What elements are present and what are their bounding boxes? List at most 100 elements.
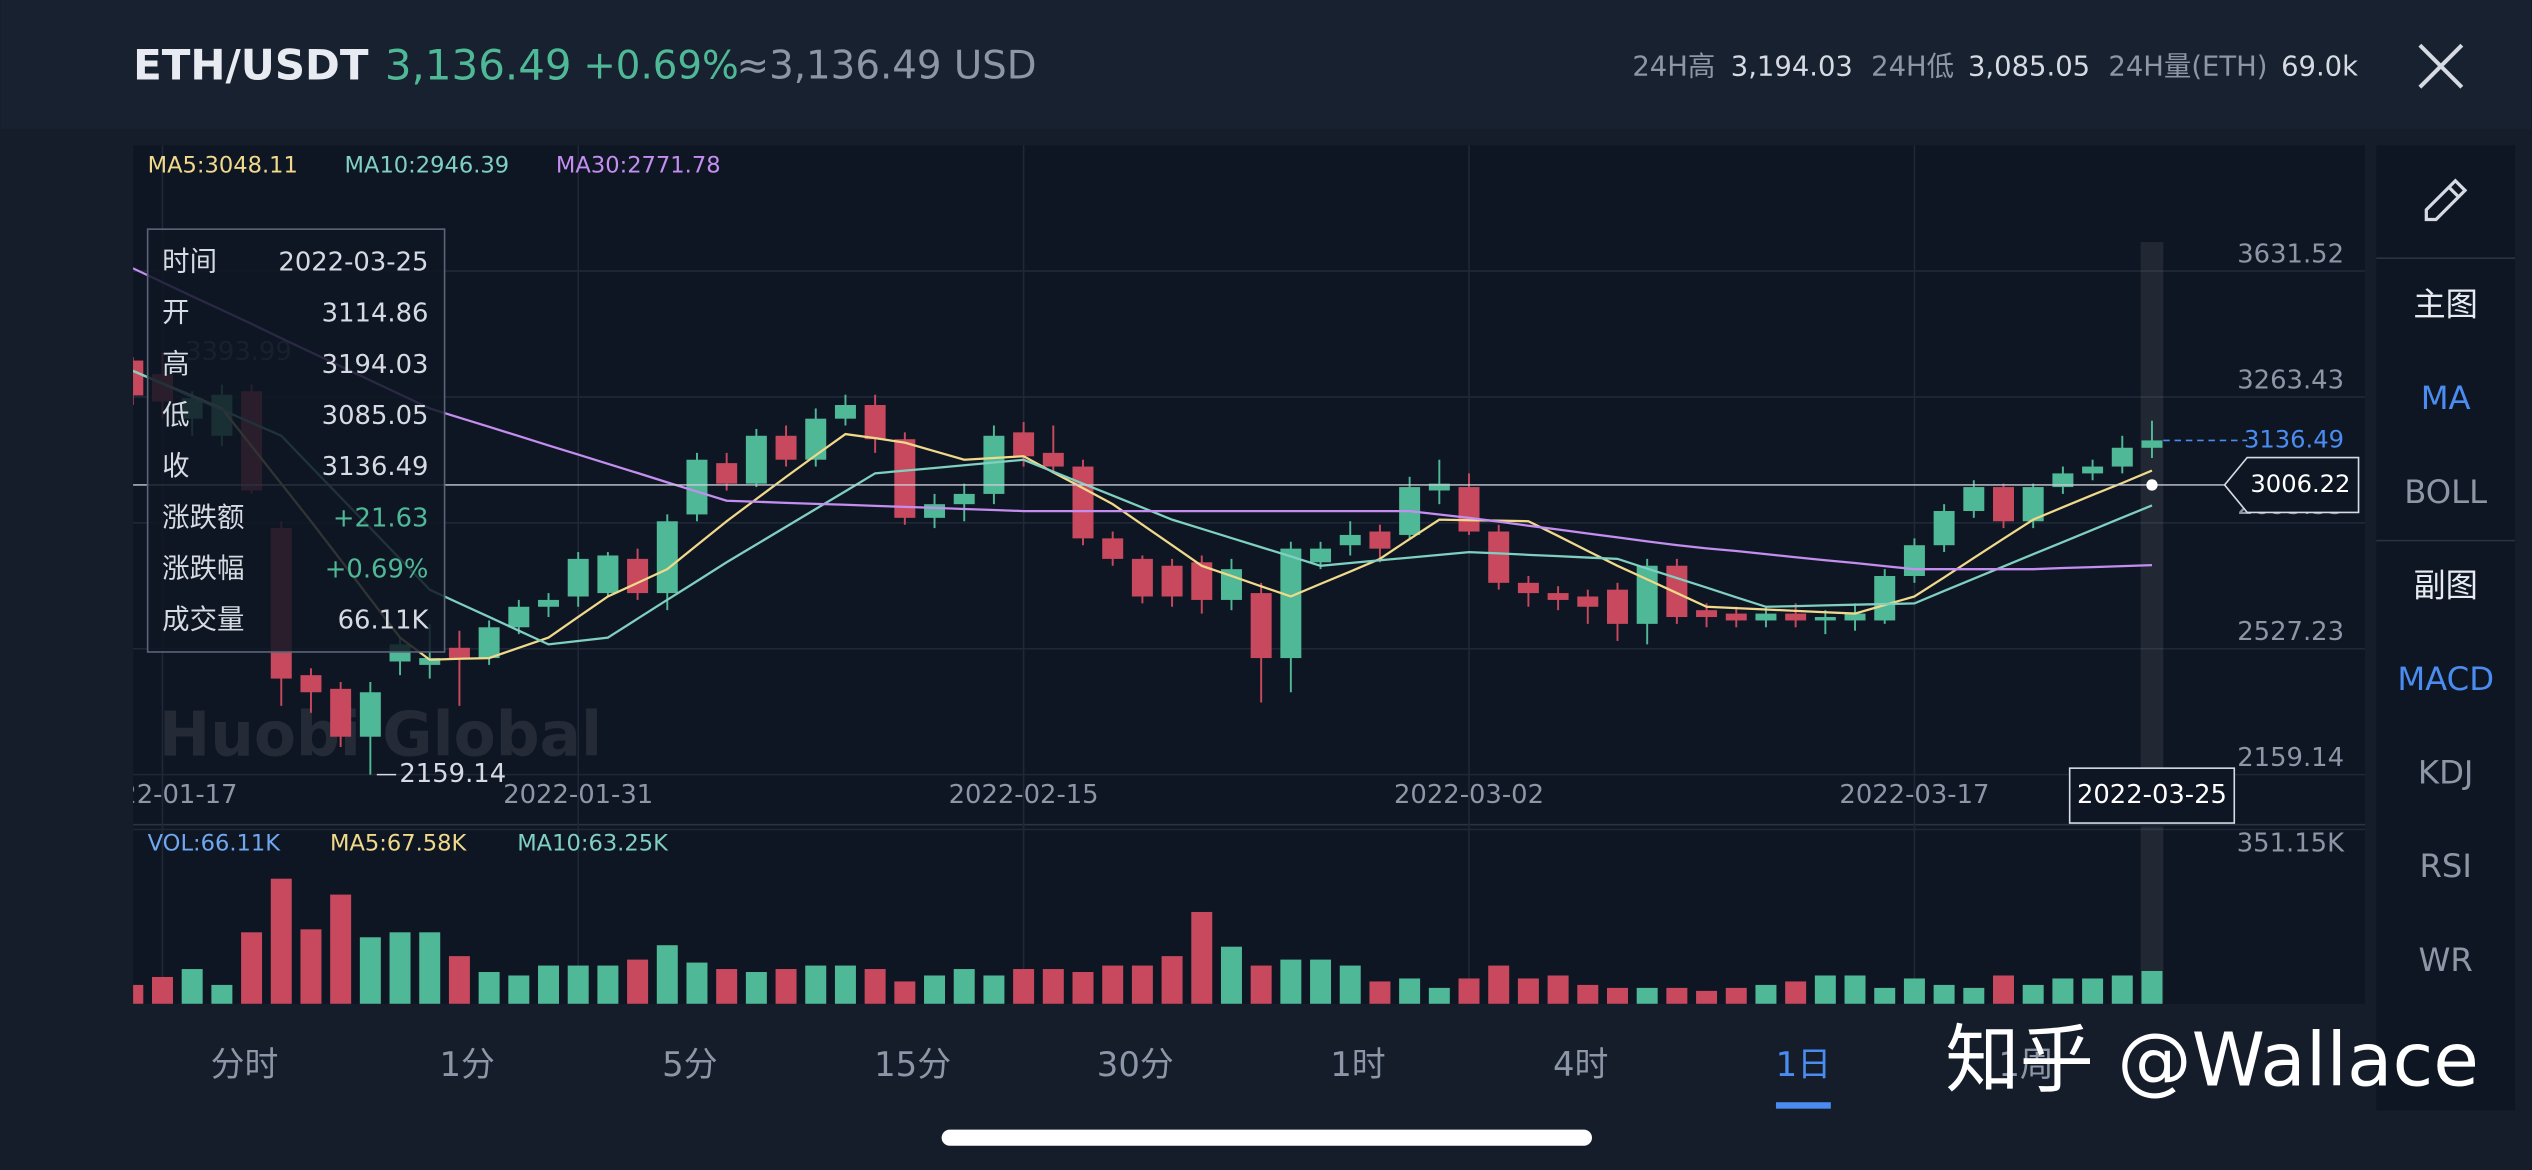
interval-tab[interactable]: 4时	[1553, 1045, 1608, 1084]
sidebar-item[interactable]: BOLL	[2404, 473, 2487, 511]
y-tick-label: 3263.43	[2237, 365, 2344, 395]
interval-tab[interactable]: 1分	[439, 1045, 494, 1084]
sidebar: 主图 MA BOLL 副图 MACD KDJ RSI WR	[2397, 286, 2494, 979]
volume-bar	[1428, 987, 1450, 1004]
draw-tool-icon[interactable]	[2424, 178, 2468, 222]
volume-bar	[1725, 987, 1747, 1004]
sidebar-item[interactable]: MA	[2421, 379, 2471, 417]
chart-panel	[133, 145, 2365, 1004]
interval-tab[interactable]: 1时	[1330, 1045, 1385, 1084]
volume-bar	[627, 959, 649, 1004]
volume-bar	[834, 965, 856, 1004]
candle-body	[567, 558, 589, 597]
volume-bar	[419, 932, 441, 1004]
volume-bar	[1577, 984, 1599, 1004]
tooltip-value: 3194.03	[322, 350, 429, 380]
candle-body	[2141, 440, 2163, 448]
sidebar-item[interactable]: WR	[2419, 941, 2473, 979]
candle-body	[834, 405, 856, 419]
candle-body	[656, 521, 678, 594]
candle-body	[716, 463, 738, 484]
ma-line	[133, 267, 2153, 571]
x-tick-label: 2022-03-17	[1839, 780, 1989, 810]
volume-bar	[1458, 978, 1480, 1004]
sidebar-item[interactable]: RSI	[2419, 847, 2471, 885]
last-price: 3,136.49	[385, 40, 572, 89]
candle-body	[1517, 582, 1539, 594]
volume-bar	[1696, 990, 1718, 1004]
sidebar-title[interactable]: 副图	[2413, 566, 2478, 604]
volume-bar	[1933, 984, 1955, 1004]
y-tick-label: 2527.23	[2237, 617, 2344, 647]
candle-body	[1933, 511, 1955, 546]
volume-legend: MA10:63.25K	[517, 831, 669, 857]
volume-bar	[1102, 965, 1124, 1004]
candle-body	[448, 647, 470, 659]
volume-bar	[924, 975, 946, 1004]
candle-body	[1339, 534, 1361, 546]
ma-line	[133, 369, 2153, 646]
tooltip-value: +0.69%	[325, 554, 429, 584]
interval-tab[interactable]: 15分	[874, 1045, 951, 1084]
y-tick-label: 3631.52	[2237, 239, 2344, 269]
tooltip-label: 收	[162, 451, 189, 482]
volume-bar	[1399, 978, 1421, 1004]
volume-bar	[1814, 975, 1836, 1004]
crosshair-date: 2022-03-25	[2077, 780, 2227, 810]
candle-body	[745, 435, 767, 484]
ma-legend: MA30:2771.78	[556, 153, 721, 179]
candle-body	[1755, 613, 1777, 621]
volume-bar	[538, 965, 559, 1004]
volume-legend: MA5:67.58K	[330, 831, 468, 857]
volume-bar	[2111, 975, 2133, 1004]
ma-legend: MA10:2946.39	[345, 153, 510, 179]
x-tick-label: 2022-03-02	[1394, 780, 1544, 810]
volume-legend: VOL:66.11K	[148, 831, 282, 857]
candle-body	[2082, 466, 2104, 474]
volume-bar	[1042, 969, 1064, 1004]
tooltip-box	[146, 228, 446, 653]
volume-bar	[133, 984, 144, 1004]
candle-body	[1785, 613, 1807, 621]
volume-bar	[716, 969, 738, 1004]
volume-bar	[1903, 978, 1925, 1004]
tooltip-label: 开	[162, 298, 189, 329]
tooltip-label: 涨跌幅	[162, 553, 244, 584]
candle-body	[1577, 596, 1599, 607]
pair: ETH/USDT	[133, 40, 369, 89]
volume-bar	[1131, 965, 1153, 1004]
volume-bar	[1310, 959, 1332, 1004]
interval-tab[interactable]: 1周	[1998, 1045, 2053, 1084]
crosshair-price: 3006.22	[2250, 470, 2350, 498]
sidebar-panel	[2376, 145, 2516, 1111]
interval-tab[interactable]: 1日	[1776, 1045, 1831, 1084]
volume-bar	[1517, 978, 1539, 1004]
candle-body	[1963, 487, 1985, 512]
interval-tab[interactable]: 5分	[662, 1045, 717, 1084]
candle-body	[1696, 610, 1718, 618]
tooltip-value: 3114.86	[322, 299, 429, 329]
interval-tab[interactable]: 30分	[1097, 1045, 1174, 1084]
sidebar-item[interactable]: KDJ	[2418, 754, 2474, 792]
tooltip-value: 66.11K	[338, 606, 430, 636]
volume-bar	[1220, 946, 1242, 1004]
sidebar-item[interactable]: MACD	[2397, 660, 2494, 698]
crosshair-dot	[2146, 479, 2158, 491]
interval-tab[interactable]: 分时	[211, 1045, 279, 1084]
candle-body	[597, 555, 619, 594]
candle-body	[1636, 565, 1658, 624]
candle-body	[1488, 531, 1510, 583]
crosshair-price-box	[2223, 456, 2360, 514]
close-button[interactable]	[2418, 43, 2464, 89]
volume-bar	[745, 972, 767, 1004]
volume-bar	[1785, 981, 1807, 1004]
volume-bar	[1369, 981, 1391, 1004]
candle-body	[1131, 558, 1153, 597]
candle-body	[1310, 548, 1332, 563]
price-change: +0.69%	[583, 43, 738, 88]
volume-bar	[508, 975, 530, 1004]
candle-body	[983, 435, 1005, 494]
volume-bar	[1636, 987, 1658, 1004]
sidebar-title[interactable]: 主图	[2413, 286, 2478, 324]
